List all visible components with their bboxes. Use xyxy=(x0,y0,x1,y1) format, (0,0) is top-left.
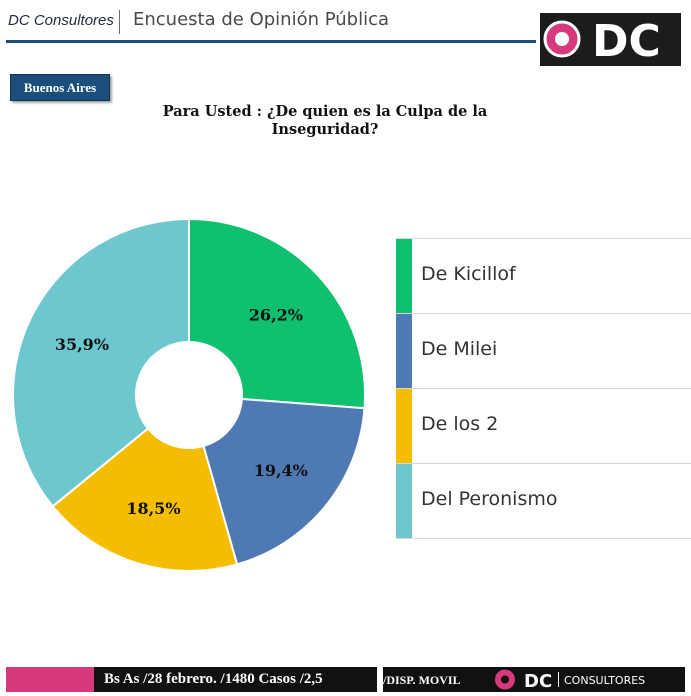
legend-swatch xyxy=(396,314,412,388)
slice-label-1: 19,4% xyxy=(254,461,308,480)
legend-swatch xyxy=(396,389,412,463)
slice-label-2: 18,5% xyxy=(126,499,180,518)
legend-item-2: De los 2 xyxy=(396,388,691,463)
logo-text: DC xyxy=(592,16,661,66)
chart-legend: De Kicillof De Milei De los 2 Del Peronismo xyxy=(396,238,691,539)
legend-item-0: De Kicillof xyxy=(396,238,691,313)
donut-slice-2 xyxy=(51,427,239,572)
footer-gap xyxy=(377,667,383,692)
donut-slice-3 xyxy=(12,217,190,508)
footer-logo-sub: CONSULTORES xyxy=(564,674,645,687)
footer-ring-hole xyxy=(501,675,509,684)
legend-label: De Milei xyxy=(421,338,498,360)
header-title: Encuesta de Opinión Pública xyxy=(133,9,390,30)
legend-swatch xyxy=(396,464,412,538)
odc-logo-graphic: DC xyxy=(543,16,661,66)
footer-logo-graphic: DC CONSULTORES xyxy=(495,669,645,692)
footer-left-text: Bs As /28 febrero. /1480 Casos /2,5 xyxy=(104,671,323,687)
legend-label: Del Peronismo xyxy=(421,488,558,510)
donut-chart: 26,2% 19,4% 18,5% 35,9% xyxy=(12,217,366,572)
slice-label-3: 35,9% xyxy=(55,335,109,354)
footer-logo-divider xyxy=(558,672,559,687)
legend-swatch xyxy=(396,239,412,313)
legend-label: De los 2 xyxy=(421,413,499,435)
header-separator xyxy=(119,10,120,34)
donut-slice-0 xyxy=(188,217,366,410)
odc-logo: DC xyxy=(540,13,681,66)
legend-item-1: De Milei xyxy=(396,313,691,388)
legend-label: De Kicillof xyxy=(421,263,516,285)
footer-accent xyxy=(6,667,94,692)
logo-ring-hole xyxy=(555,32,569,46)
region-tag: Buenos Aires xyxy=(10,74,110,101)
header-rule xyxy=(6,40,536,43)
donut-slice-1 xyxy=(202,397,366,566)
legend-item-3: Del Peronismo xyxy=(396,463,691,539)
footer-logo-text: DC xyxy=(524,671,552,692)
footer-bar xyxy=(94,667,484,692)
header-brand: DC Consultores xyxy=(8,12,114,29)
footer-logo: DC CONSULTORES xyxy=(484,667,685,692)
footer-right-text: /DISP. MOVIL xyxy=(383,673,461,687)
chart-title: Para Usted : ¿De quien es la Culpa de la… xyxy=(162,103,488,138)
slice-label-0: 26,2% xyxy=(249,305,303,324)
